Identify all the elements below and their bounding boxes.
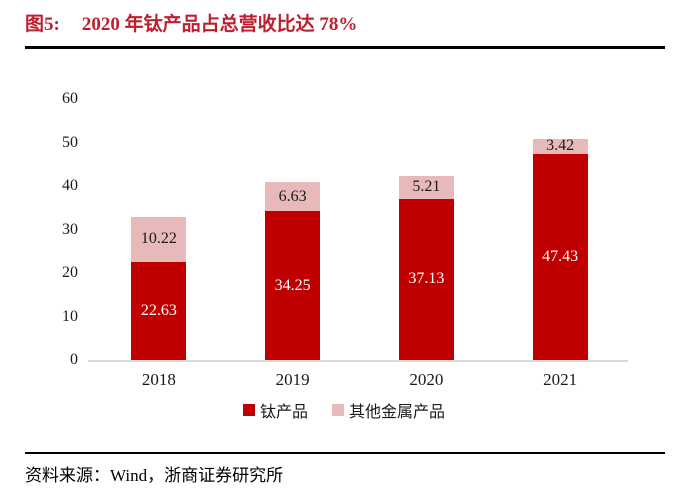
legend-label: 钛产品 xyxy=(259,404,308,421)
bar-value-label: 34.25 xyxy=(274,276,311,294)
legend-item: 其他金属产品 xyxy=(332,398,445,422)
figure-number-label: 图5: xyxy=(25,14,60,35)
x-axis-label: 2018 xyxy=(141,370,176,389)
y-tick-label: 10 xyxy=(62,307,78,325)
footer-divider-rule xyxy=(25,452,665,454)
x-axis-line xyxy=(88,360,628,362)
bar-value-label: 6.63 xyxy=(278,187,307,205)
bar-2020: 37.13 5.21 xyxy=(398,175,454,360)
legend-swatch-icon xyxy=(242,404,255,416)
y-tick-label: 20 xyxy=(62,264,78,281)
bar-segment: 3.42 xyxy=(532,137,588,155)
y-axis: 0 10 20 30 40 50 60 xyxy=(38,90,78,368)
bar-segment: 10.22 xyxy=(131,217,187,262)
bar-value-label: 3.42 xyxy=(546,137,575,155)
bar-segment: 34.25 xyxy=(265,211,321,360)
figure-title-text: 2020 年钛产品占总营收比达 78% xyxy=(81,14,358,35)
x-axis-label: 2020 xyxy=(409,370,444,389)
bar-2018: 22.63 10.22 xyxy=(131,217,187,360)
legend-item: 钛产品 xyxy=(242,398,308,422)
legend-label: 其他金属产品 xyxy=(349,404,446,421)
figure-title: 图5: 2020 年钛产品占总营收比达 78% xyxy=(25,9,357,36)
chart-legend: 钛产品 其他金属产品 xyxy=(0,398,688,422)
bar-value-label: 5.21 xyxy=(412,178,441,196)
bar-segment: 22.63 xyxy=(131,261,187,360)
bar-segment: 47.43 xyxy=(532,153,588,360)
plot-area: 22.63 10.22 34.25 6.63 37.13 5.21 47.43 3.42 xyxy=(92,99,627,360)
x-axis-label: 2019 xyxy=(275,370,310,389)
bar-value-label: 10.22 xyxy=(140,230,177,248)
bar-2019: 34.25 6.63 xyxy=(265,182,321,360)
bar-value-label: 37.13 xyxy=(408,270,445,288)
bar-2021: 47.43 3.42 xyxy=(532,137,588,360)
y-tick-label: 40 xyxy=(62,177,78,194)
y-tick-label: 30 xyxy=(62,220,78,238)
bar-value-label: 47.43 xyxy=(542,247,579,265)
source-note: 资料来源：Wind，浙商证券研究所 xyxy=(25,466,284,485)
y-tick-label: 0 xyxy=(70,351,78,368)
title-divider-rule xyxy=(25,46,665,49)
y-tick-label: 60 xyxy=(62,90,78,107)
x-axis-label: 2021 xyxy=(543,370,578,389)
x-axis: 2018 2019 2020 2021 xyxy=(92,370,627,394)
stacked-bar-chart: 0 10 20 30 40 50 60 22.63 10.22 34.25 6.63 37.13 5.… xyxy=(0,58,688,398)
bar-segment: 37.13 xyxy=(398,198,454,360)
bar-segment: 5.21 xyxy=(398,175,454,199)
legend-swatch-icon xyxy=(332,404,344,416)
y-tick-label: 50 xyxy=(62,133,78,151)
bar-value-label: 22.63 xyxy=(140,301,177,319)
bar-segment: 6.63 xyxy=(265,182,321,212)
